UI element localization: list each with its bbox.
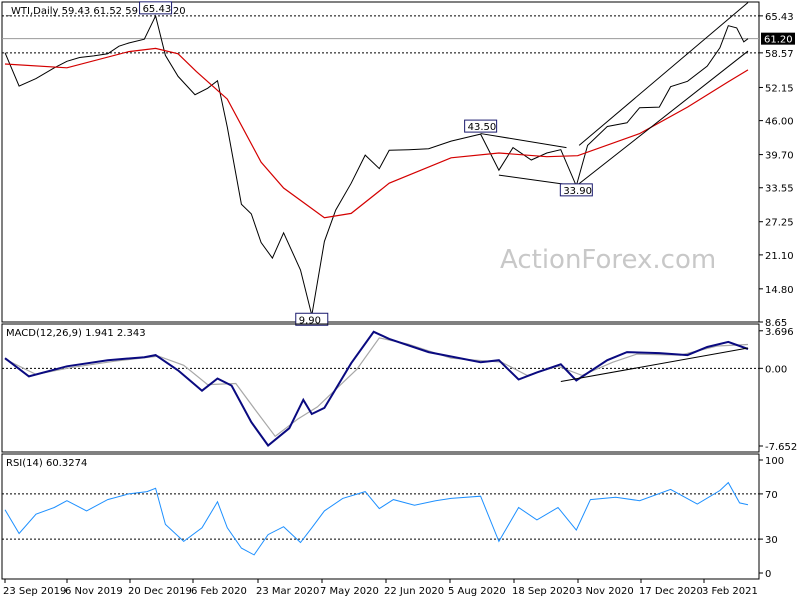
macd-label: MACD(12,26,9) 1.941 2.343 xyxy=(6,328,146,339)
macd-panel-frame xyxy=(1,323,760,453)
price-panel: _WTI,Daily 59.43 61.52 59.17 61.20 Actio… xyxy=(1,1,795,329)
price-trendlines xyxy=(480,2,749,187)
time-tick-label: 20 Dec 2019 xyxy=(128,586,192,597)
rsi-tick-label: 30 xyxy=(765,535,778,546)
time-tick-label: 18 Sep 2020 xyxy=(512,586,575,597)
price-tick-label: 52.15 xyxy=(765,83,794,94)
price-tick-label: 8.65 xyxy=(765,318,787,329)
price-tick-label: 65.43 xyxy=(765,12,794,23)
price-tick-label: 27.25 xyxy=(765,218,794,229)
time-tick-label: 3 Feb 2021 xyxy=(702,586,758,597)
price-tick-label: 58.57 xyxy=(765,49,794,60)
rsi-label: RSI(14) 60.3274 xyxy=(6,458,87,469)
time-tick-label: 17 Dec 2020 xyxy=(639,586,703,597)
price-tick-label: 14.80 xyxy=(765,285,794,296)
annotation-box xyxy=(295,312,329,326)
macd-trendline xyxy=(560,347,749,383)
price-trendline xyxy=(480,133,567,149)
price-series xyxy=(4,14,749,316)
annotation-label: 43.50 xyxy=(468,122,497,133)
price-tick-label: 21.10 xyxy=(765,251,794,262)
price-axis: 65.43 58.57 52.15 46.00 39.70 33.55 27.25 21.10… xyxy=(759,12,794,329)
annotation-box xyxy=(464,119,498,133)
price-tick-label: 33.55 xyxy=(765,184,794,195)
watermark: ActionForex.com xyxy=(500,245,716,275)
price-levels xyxy=(2,15,759,54)
annotation-box xyxy=(139,1,173,15)
current-price-tag: 61.20 xyxy=(761,32,795,46)
rsi-panel-frame xyxy=(1,453,760,580)
price-panel-frame xyxy=(1,1,760,323)
annotation-label: 9.90 xyxy=(299,315,321,326)
macd-axis: 3.696 0.00 -7.652 xyxy=(2,327,797,453)
current-price-box xyxy=(761,32,795,45)
time-tick-label: 23 Mar 2020 xyxy=(256,586,319,597)
time-tick-label: 3 Nov 2020 xyxy=(576,586,634,597)
macd-tick-label: 3.696 xyxy=(765,327,794,338)
time-tick-label: 6 Feb 2020 xyxy=(191,586,247,597)
macd-tick-label: -7.652 xyxy=(765,442,797,453)
time-tick-label: 22 Jun 2020 xyxy=(384,586,444,597)
rsi-axis: 100 70 30 0 xyxy=(2,456,784,580)
time-tick-label: 23 Sep 2019 xyxy=(3,586,66,597)
price-tick-label: 39.70 xyxy=(765,151,794,162)
annotation-label: 33.90 xyxy=(563,186,592,197)
macd-line xyxy=(4,330,749,447)
macd-panel: MACD(12,26,9) 1.941 2.343 3.696 0.00 -7.65… xyxy=(1,323,797,453)
price-header: _WTI,Daily 59.43 61.52 59.17 61.20 xyxy=(5,6,186,17)
current-price-label: 61.20 xyxy=(764,35,793,46)
price-annotations: 65.43 9.90 43.50 33.90 xyxy=(139,1,593,326)
moving-average-line xyxy=(4,47,749,219)
rsi-tick-label: 0 xyxy=(765,569,771,580)
price-trendline xyxy=(576,50,749,187)
price-trendline xyxy=(578,2,749,146)
annotation-label: 65.43 xyxy=(143,4,172,15)
rsi-tick-label: 70 xyxy=(765,490,778,501)
time-tick-label: 6 Nov 2019 xyxy=(65,586,123,597)
time-tick-label: 5 Aug 2020 xyxy=(448,586,506,597)
price-tick-label: 46.00 xyxy=(765,117,794,128)
macd-tick-label: 0.00 xyxy=(765,364,787,375)
rsi-tick-label: 100 xyxy=(765,456,784,467)
rsi-line xyxy=(4,481,749,556)
annotation-box xyxy=(559,183,593,197)
time-tick-label: 7 May 2020 xyxy=(320,586,379,597)
rsi-panel: RSI(14) 60.3274 100 70 30 0 xyxy=(1,453,784,580)
